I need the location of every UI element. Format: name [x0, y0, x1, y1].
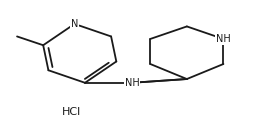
Text: NH: NH [125, 78, 139, 88]
Text: HCl: HCl [62, 107, 82, 117]
Text: N: N [71, 19, 78, 29]
Text: NH: NH [216, 34, 231, 44]
